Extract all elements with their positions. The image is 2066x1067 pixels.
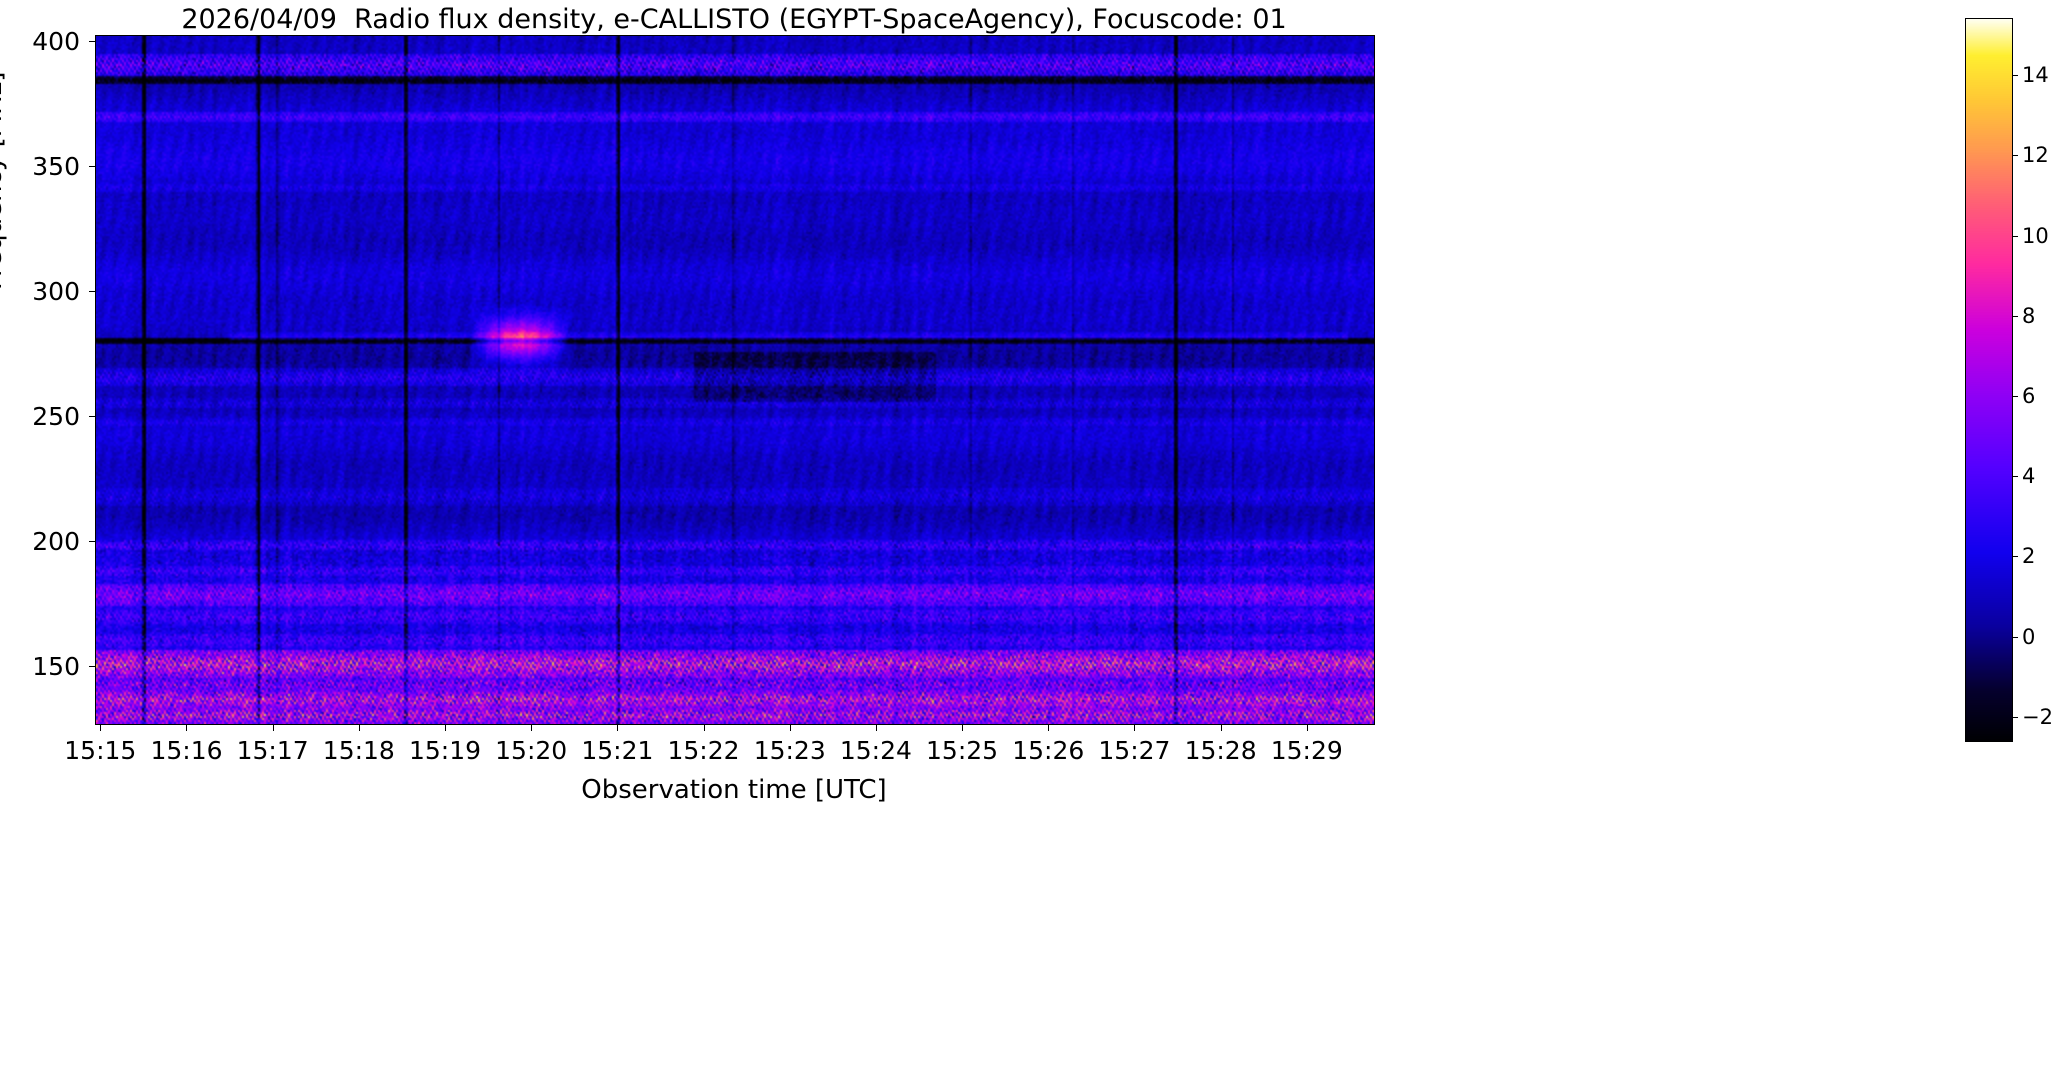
colorbar-tick-label: −2 [2022, 704, 2053, 729]
x-tick-mark [186, 724, 188, 731]
x-tick-label: 15:24 [839, 736, 912, 765]
spectrogram-heatmap [96, 36, 1374, 724]
x-tick-mark [1134, 724, 1136, 731]
x-tick-label: 15:15 [64, 736, 137, 765]
colorbar-tick-label: 12 [2022, 143, 2049, 168]
x-tick-label: 15:29 [1270, 736, 1343, 765]
x-tick-label: 15:21 [581, 736, 654, 765]
y-tick-mark [89, 666, 96, 668]
y-tick-label: 400 [32, 27, 80, 56]
colorbar-tick-label: 6 [2022, 384, 2036, 409]
colorbar-tick-label: 8 [2022, 303, 2036, 328]
y-tick-label: 200 [32, 527, 80, 557]
x-tick-label: 15:17 [236, 736, 309, 765]
colorbar-gradient [1966, 19, 2012, 741]
x-tick-label: 15:25 [926, 736, 999, 765]
x-tick-label: 15:28 [1184, 736, 1257, 765]
x-tick-label: 15:22 [667, 736, 740, 765]
x-axis-label: Observation time [UTC] [581, 775, 887, 805]
colorbar [1965, 18, 2013, 742]
x-tick-mark [272, 724, 274, 731]
colorbar-tick-mark [2012, 556, 2018, 558]
y-tick-label: 250 [32, 402, 80, 432]
y-tick-mark [89, 41, 96, 42]
y-tick-label: 300 [32, 277, 80, 307]
x-tick-label: 15:20 [495, 736, 568, 765]
x-tick-mark [703, 724, 705, 731]
x-tick-mark [1220, 724, 1222, 731]
x-tick-mark [100, 724, 102, 731]
x-tick-mark [875, 724, 877, 731]
colorbar-tick-mark [2012, 75, 2018, 77]
y-tick-mark [89, 291, 96, 293]
y-axis-label: Frequency [MHz] [0, 71, 8, 291]
colorbar-tick-mark [2012, 716, 2018, 718]
y-tick-mark [89, 416, 96, 418]
x-tick-mark [1306, 724, 1308, 731]
colorbar-tick-label: 10 [2022, 223, 2049, 248]
colorbar-tick-mark [2012, 636, 2018, 638]
colorbar-tick-mark [2012, 235, 2018, 237]
x-tick-mark [962, 724, 964, 731]
x-tick-label: 15:23 [753, 736, 826, 765]
spectrogram-axes [95, 35, 1375, 725]
x-tick-label: 15:16 [150, 736, 223, 765]
colorbar-label: dB above background [2062, 366, 2066, 640]
colorbar-tick-mark [2012, 476, 2018, 478]
y-tick-label: 150 [32, 652, 80, 682]
colorbar-tick-label: 2 [2022, 544, 2036, 569]
x-tick-mark [789, 724, 791, 731]
colorbar-tick-mark [2012, 155, 2018, 157]
y-tick-label: 350 [32, 152, 80, 182]
colorbar-tick-mark [2012, 315, 2018, 317]
colorbar-tick-label: 4 [2022, 464, 2036, 489]
x-tick-label: 15:26 [1012, 736, 1085, 765]
x-tick-label: 15:18 [322, 736, 395, 765]
x-tick-label: 15:27 [1098, 736, 1171, 765]
x-tick-mark [617, 724, 619, 731]
x-tick-mark [531, 724, 533, 731]
y-tick-mark [89, 541, 96, 543]
colorbar-tick-label: 0 [2022, 624, 2036, 649]
x-tick-mark [1048, 724, 1050, 731]
page-title: 2026/04/09 Radio flux density, e-CALLIST… [181, 4, 1287, 35]
x-tick-mark [445, 724, 446, 731]
colorbar-tick-label: 14 [2022, 63, 2049, 88]
colorbar-tick-mark [2012, 396, 2018, 398]
x-tick-label: 15:19 [408, 736, 482, 765]
x-tick-mark [358, 724, 360, 731]
y-tick-mark [89, 166, 96, 168]
